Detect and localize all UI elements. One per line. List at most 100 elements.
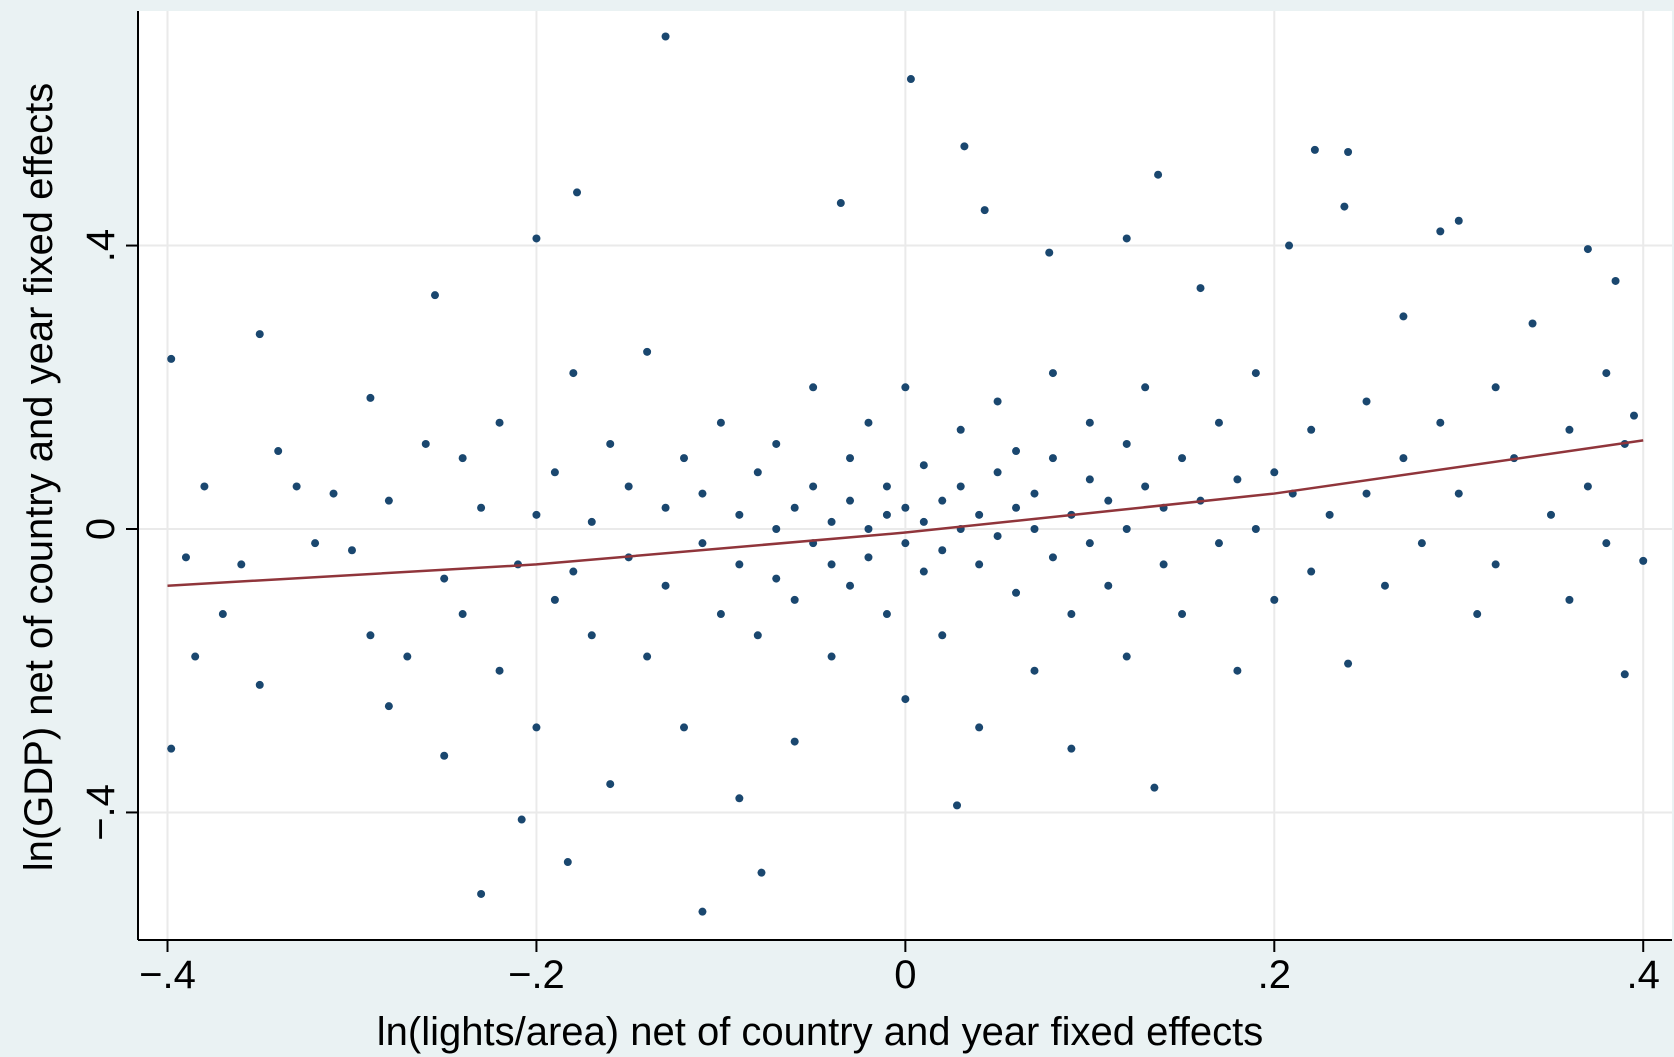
point bbox=[1141, 383, 1150, 392]
point bbox=[1362, 397, 1371, 406]
point bbox=[1491, 383, 1500, 392]
point bbox=[1233, 475, 1242, 484]
point bbox=[1030, 489, 1039, 498]
point bbox=[403, 652, 412, 661]
point bbox=[864, 553, 873, 562]
point bbox=[1620, 670, 1629, 679]
point bbox=[200, 482, 209, 491]
point bbox=[827, 652, 836, 661]
point bbox=[735, 794, 744, 803]
point bbox=[255, 680, 264, 689]
point bbox=[1048, 454, 1057, 463]
point bbox=[919, 567, 928, 576]
point bbox=[587, 631, 596, 640]
point bbox=[790, 503, 799, 512]
point bbox=[1436, 227, 1445, 236]
point bbox=[882, 610, 891, 619]
point bbox=[790, 737, 799, 746]
point bbox=[698, 539, 707, 548]
point bbox=[532, 723, 541, 732]
point bbox=[1546, 510, 1555, 519]
point bbox=[1045, 248, 1054, 257]
point bbox=[1399, 454, 1408, 463]
point bbox=[1104, 496, 1113, 505]
point bbox=[661, 32, 670, 41]
point bbox=[1122, 439, 1131, 448]
x-tick-label: −.4 bbox=[139, 953, 196, 997]
x-tick-label: −.2 bbox=[508, 953, 565, 997]
point bbox=[790, 595, 799, 604]
point bbox=[606, 780, 615, 789]
point bbox=[1141, 482, 1150, 491]
point bbox=[1150, 783, 1159, 792]
point bbox=[1178, 454, 1187, 463]
point bbox=[1344, 659, 1353, 668]
point bbox=[1154, 170, 1163, 179]
point bbox=[1602, 369, 1611, 378]
point bbox=[1104, 581, 1113, 590]
point bbox=[421, 439, 430, 448]
point bbox=[1122, 234, 1131, 243]
point bbox=[753, 468, 762, 477]
point bbox=[495, 666, 504, 675]
point bbox=[716, 418, 725, 427]
point bbox=[1325, 510, 1334, 519]
point bbox=[680, 454, 689, 463]
y-axis-title: ln(GDP) net of country and year fixed ef… bbox=[17, 83, 61, 872]
point bbox=[901, 695, 910, 704]
point bbox=[1178, 610, 1187, 619]
point bbox=[901, 503, 910, 512]
point bbox=[846, 581, 855, 590]
point bbox=[495, 418, 504, 427]
point bbox=[191, 652, 200, 661]
point bbox=[311, 539, 320, 548]
point bbox=[1565, 425, 1574, 434]
point bbox=[975, 510, 984, 519]
point bbox=[980, 206, 989, 215]
point bbox=[167, 354, 176, 363]
point bbox=[532, 234, 541, 243]
point bbox=[827, 560, 836, 569]
point bbox=[975, 560, 984, 569]
point bbox=[846, 496, 855, 505]
point bbox=[440, 751, 449, 760]
point bbox=[569, 369, 578, 378]
point bbox=[532, 510, 541, 519]
point bbox=[772, 574, 781, 583]
point bbox=[329, 489, 338, 498]
point bbox=[1344, 148, 1353, 157]
point bbox=[1528, 319, 1537, 328]
point bbox=[1454, 489, 1463, 498]
point bbox=[956, 425, 965, 434]
point bbox=[1362, 489, 1371, 498]
point bbox=[1399, 312, 1408, 321]
point bbox=[181, 553, 190, 562]
point bbox=[836, 199, 845, 208]
point bbox=[1630, 411, 1639, 420]
point bbox=[757, 868, 766, 877]
point bbox=[993, 397, 1002, 406]
point bbox=[563, 858, 572, 867]
point bbox=[573, 188, 582, 197]
point bbox=[1214, 418, 1223, 427]
point bbox=[993, 468, 1002, 477]
point bbox=[587, 517, 596, 526]
point bbox=[218, 610, 227, 619]
point bbox=[864, 418, 873, 427]
point bbox=[772, 439, 781, 448]
point bbox=[661, 581, 670, 590]
point bbox=[1583, 245, 1592, 254]
point bbox=[1436, 418, 1445, 427]
y-tick-label: .4 bbox=[79, 229, 123, 262]
point bbox=[366, 631, 375, 640]
point bbox=[901, 539, 910, 548]
point bbox=[716, 610, 725, 619]
point bbox=[1602, 539, 1611, 548]
point bbox=[347, 546, 356, 555]
point bbox=[167, 744, 176, 753]
point bbox=[919, 517, 928, 526]
point bbox=[1307, 425, 1316, 434]
point bbox=[1048, 553, 1057, 562]
